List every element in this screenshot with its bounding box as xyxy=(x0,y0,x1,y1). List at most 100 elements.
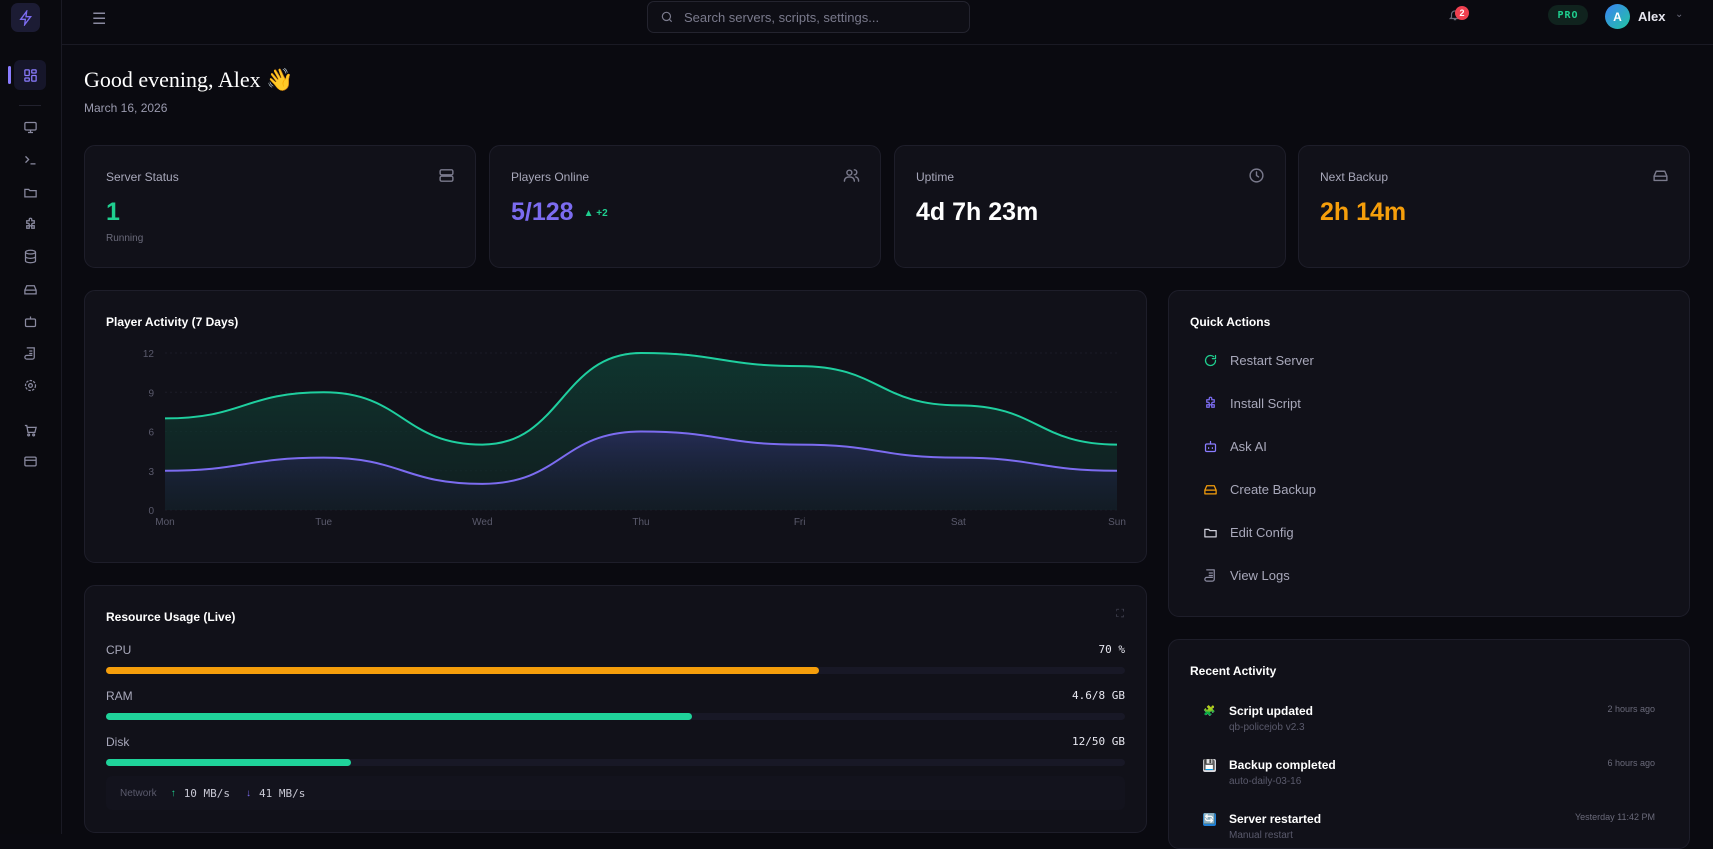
stat-value-text: 5/128 xyxy=(511,198,574,226)
terminal-icon[interactable] xyxy=(14,144,46,174)
resource-usage-card: Resource Usage (Live) ⛶ CPU 70 % RAM 4.6… xyxy=(84,585,1147,833)
hard-drive-icon[interactable] xyxy=(14,274,46,304)
avatar[interactable]: A xyxy=(1605,4,1630,29)
chevron-down-icon[interactable]: ⌄ xyxy=(1675,9,1684,20)
user-name[interactable]: Alex xyxy=(1638,9,1666,24)
folder-icon[interactable] xyxy=(14,177,46,207)
puzzle-icon[interactable] xyxy=(14,209,46,239)
search-box[interactable] xyxy=(647,1,970,33)
plan-badge: PRO xyxy=(1548,5,1588,25)
database-icon[interactable] xyxy=(14,241,46,271)
network-stats: Network ↑ 10 MB/s ↓ 41 MB/s xyxy=(106,776,1125,810)
recent-activity-title: Recent Activity xyxy=(1190,664,1277,678)
activity-sub: qb-policejob v2.3 xyxy=(1229,722,1305,733)
quick-actions-card: Quick Actions Restart Server Install Scri… xyxy=(1168,290,1690,617)
resource-label: Disk xyxy=(106,735,130,749)
refresh-icon xyxy=(1203,353,1218,368)
activity-time: 2 hours ago xyxy=(1607,704,1655,714)
resource-bar-fill xyxy=(106,759,351,766)
resource-value: 4.6/8 GB xyxy=(1072,689,1125,702)
credit-card-icon[interactable] xyxy=(14,446,46,476)
sidebar-item-dashboard[interactable] xyxy=(14,60,46,90)
resource-value: 12/50 GB xyxy=(1072,735,1125,748)
resource-disk: Disk 12/50 GB xyxy=(106,735,1125,766)
quick-action-create-backup[interactable]: Create Backup xyxy=(1203,482,1316,497)
stat-value: 4d 7h 23m xyxy=(916,198,1038,227)
x-tick-label: Sat xyxy=(951,517,966,528)
quick-action-install-script[interactable]: Install Script xyxy=(1203,396,1301,411)
search-input[interactable] xyxy=(684,9,944,25)
quick-actions-title: Quick Actions xyxy=(1190,315,1271,329)
stat-label: Next Backup xyxy=(1320,170,1389,184)
quick-action-edit-config[interactable]: Edit Config xyxy=(1203,525,1294,540)
quick-action-label: Install Script xyxy=(1230,396,1301,411)
settings-icon[interactable] xyxy=(14,370,46,400)
stat-label: Server Status xyxy=(106,170,179,184)
hard-drive-icon xyxy=(1203,482,1218,497)
expand-icon[interactable]: ⛶ xyxy=(1116,608,1124,620)
stat-sub: Running xyxy=(106,233,144,244)
puzzle-icon xyxy=(1203,396,1218,411)
stat-value: 5/128 ▲ +2 xyxy=(511,198,608,227)
sidebar-divider xyxy=(19,105,41,106)
resource-bar-track xyxy=(106,667,1125,674)
logo-bolt-icon[interactable] xyxy=(11,3,40,32)
x-tick-label: Wed xyxy=(472,517,492,528)
x-tick-label: Mon xyxy=(155,517,174,528)
y-tick-label: 12 xyxy=(143,349,155,360)
resource-value: 70 % xyxy=(1098,643,1126,656)
menu-icon[interactable]: ☰ xyxy=(92,11,107,28)
activity-title: Script updated xyxy=(1229,704,1314,718)
stat-label: Players Online xyxy=(511,170,590,184)
resource-label: RAM xyxy=(106,689,133,703)
resource-bar-track xyxy=(106,759,1125,766)
series-line-1 xyxy=(164,430,1118,485)
resource-label: CPU xyxy=(106,643,132,657)
clock-icon xyxy=(1248,167,1265,189)
stat-value: 1 xyxy=(106,198,120,227)
stat-delta: ▲ +2 xyxy=(583,207,608,219)
monitor-icon[interactable] xyxy=(14,112,46,142)
stat-value-text: 4d 7h 23m xyxy=(916,198,1039,226)
network-down: 41 MB/s xyxy=(259,786,306,800)
bot-icon[interactable] xyxy=(14,306,46,336)
stat-value: 2h 14m xyxy=(1320,198,1406,227)
stat-label: Uptime xyxy=(916,170,955,184)
quick-action-view-logs[interactable]: View Logs xyxy=(1203,568,1290,583)
quick-action-label: Create Backup xyxy=(1230,482,1316,497)
activity-sub: auto-daily-03-16 xyxy=(1229,776,1302,787)
activity-time: 6 hours ago xyxy=(1607,758,1655,768)
x-tick-label: Fri xyxy=(794,517,806,528)
resource-title: Resource Usage (Live) xyxy=(106,610,236,624)
notification-badge: 2 xyxy=(1455,6,1469,20)
player-activity-chart: 0 3 6 9 12 Mon Tue Wed Thu Fri Sat Sun xyxy=(143,349,1126,528)
y-tick-label: 6 xyxy=(148,428,154,439)
search-icon xyxy=(661,11,673,23)
active-indicator xyxy=(8,66,11,84)
resource-bar-fill xyxy=(106,713,692,720)
quick-action-label: View Logs xyxy=(1230,568,1290,583)
chart-title: Player Activity (7 Days) xyxy=(106,315,239,329)
scroll-icon[interactable] xyxy=(14,338,46,368)
x-tick-label: Sun xyxy=(1108,517,1126,528)
quick-action-restart-server[interactable]: Restart Server xyxy=(1203,353,1314,368)
resource-bar-fill xyxy=(106,667,820,674)
x-tick-label: Thu xyxy=(632,517,649,528)
activity-title: Backup completed xyxy=(1229,758,1336,772)
bot-icon xyxy=(1203,439,1218,454)
resource-bar-track xyxy=(106,713,1125,720)
x-tick-label: Tue xyxy=(315,517,332,528)
server-icon xyxy=(438,167,455,189)
cart-icon[interactable] xyxy=(14,415,46,445)
sidebar xyxy=(0,0,62,834)
stat-card: Server Status 1 Running xyxy=(84,145,476,268)
player-activity-card: Player Activity (7 Days) 0 3 6 9 12 Mon Tue Wed… xyxy=(84,290,1147,563)
y-tick-label: 0 xyxy=(148,506,154,517)
network-up: 10 MB/s xyxy=(183,786,231,800)
topbar: ☰ xyxy=(62,0,1713,45)
quick-action-label: Restart Server xyxy=(1230,353,1314,368)
folder-icon xyxy=(1203,525,1218,540)
resource-ram: RAM 4.6/8 GB xyxy=(106,689,1125,720)
quick-action-ask-ai[interactable]: Ask AI xyxy=(1203,439,1267,454)
activity-title: Server restarted xyxy=(1229,812,1322,826)
